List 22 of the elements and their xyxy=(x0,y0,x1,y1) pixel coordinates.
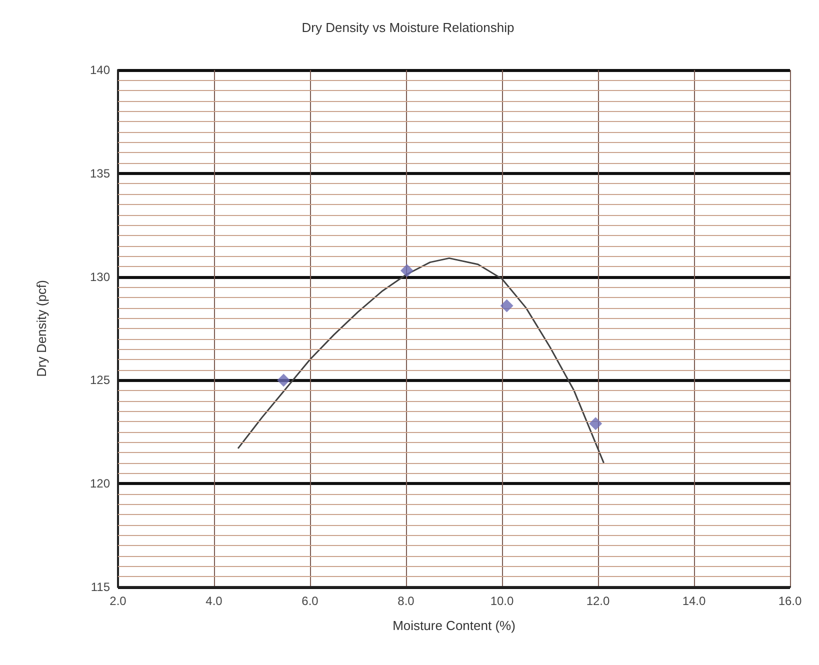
y-tick-label: 140 xyxy=(90,63,110,77)
x-tick-label: 8.0 xyxy=(398,594,415,608)
x-tick-label: 4.0 xyxy=(206,594,223,608)
x-tick-label: 6.0 xyxy=(302,594,319,608)
point xyxy=(400,264,414,278)
y-axis-title: Dry Density (pcf) xyxy=(34,280,49,377)
x-tick-label: 16.0 xyxy=(778,594,802,608)
x-tick-label: 2.0 xyxy=(110,594,127,608)
x-axis-title: Moisture Content (%) xyxy=(392,618,516,633)
y-tick-label: 135 xyxy=(90,166,110,180)
point xyxy=(500,299,514,312)
chart-title: Dry Density vs Moisture Relationship xyxy=(302,20,514,35)
x-tick-label: 12.0 xyxy=(586,594,610,608)
y-tick-label: 115 xyxy=(90,580,110,594)
point xyxy=(277,374,290,387)
line-series xyxy=(237,257,605,464)
y-tick-label: 130 xyxy=(90,270,110,284)
y-tick-label: 120 xyxy=(90,476,110,491)
point xyxy=(589,417,602,430)
y-tick-label: 125 xyxy=(90,373,110,388)
x-tick-label: 10.0 xyxy=(490,594,514,608)
x-tick-label: 14.0 xyxy=(682,594,706,608)
